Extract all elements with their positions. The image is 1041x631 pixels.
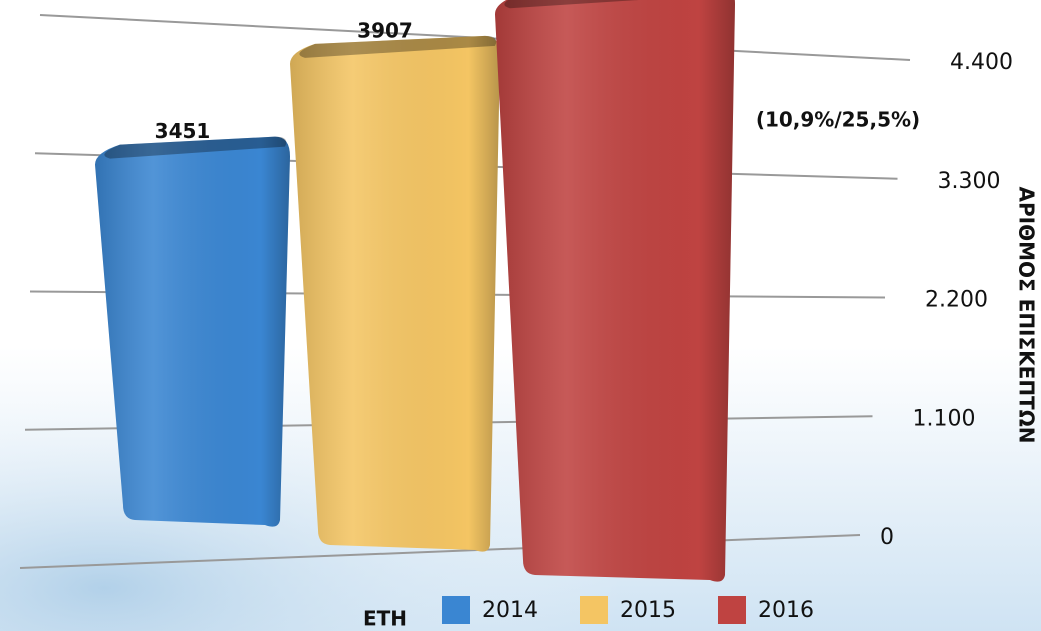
y-axis-title: ΑΡΙΘΜΟΣ ΕΠΙΣΚΕΠΤΩΝ: [1015, 187, 1039, 444]
legend-label: 2015: [620, 598, 676, 623]
bar-shade: [495, 0, 735, 582]
x-axis-title: ΕΤΗ: [363, 607, 407, 631]
legend-swatch: [718, 596, 746, 624]
y-tick-label: 4.400: [950, 50, 1013, 75]
y-tick-label: 1.100: [913, 406, 976, 431]
bar-top: [104, 136, 287, 159]
annotation: (10,9%/25,5%): [756, 108, 920, 132]
legend-label: 2014: [482, 598, 538, 623]
bar-top: [299, 35, 497, 58]
value-label: 3907: [357, 18, 413, 42]
legend-swatch: [442, 596, 470, 624]
bar-shade: [290, 35, 500, 552]
y-tick-label: 3.300: [938, 169, 1001, 194]
bar-shade: [95, 136, 290, 527]
y-tick-label: 2.200: [925, 288, 988, 313]
value-label: 3451: [155, 119, 211, 143]
legend-swatch: [580, 596, 608, 624]
legend-label: 2016: [758, 598, 814, 623]
bar-top: [504, 0, 639, 9]
y-tick-label: 0: [880, 525, 894, 550]
